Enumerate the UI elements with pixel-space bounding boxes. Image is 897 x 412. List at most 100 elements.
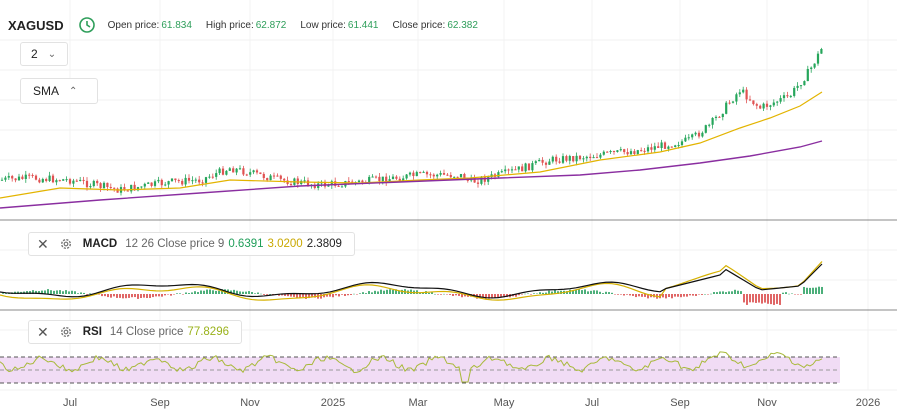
macd-bar (422, 292, 424, 294)
macd-bar (32, 290, 34, 294)
macd-bar (539, 292, 541, 294)
candle-body (259, 172, 262, 174)
candle-body (436, 174, 439, 177)
macd-bar (170, 294, 172, 296)
macd-bar (257, 292, 259, 294)
macd-bar (356, 294, 358, 295)
rsi-line (0, 351, 823, 383)
candle-body (524, 163, 527, 172)
macd-bar (296, 294, 298, 299)
sma-overlay-toggle[interactable]: SMA ⌃ (20, 78, 98, 104)
candle-body (143, 183, 146, 187)
macd-bar (767, 294, 769, 304)
macd-bar (731, 291, 733, 294)
macd-bar (371, 292, 373, 294)
candle-body (371, 176, 374, 178)
candle-body (17, 176, 21, 181)
candle-body (337, 185, 340, 187)
chevron-down-icon: ⌄ (47, 48, 57, 60)
candle-body (500, 171, 503, 173)
macd-bar (746, 294, 748, 305)
macd-bar (326, 294, 328, 297)
macd-bar (233, 289, 235, 294)
candle-body (527, 163, 531, 171)
symbol-name[interactable]: XAGUSD (8, 17, 64, 33)
candle-body (68, 179, 72, 184)
candle-body (796, 85, 799, 88)
macd-bar (140, 294, 142, 299)
candle-body (657, 146, 660, 149)
gear-icon[interactable] (59, 325, 73, 339)
candle-body (99, 183, 102, 189)
candle-body (680, 141, 684, 146)
candle-body (453, 176, 456, 178)
macd-bar (392, 289, 394, 294)
candle-body (701, 132, 704, 137)
macd-bar (122, 294, 124, 299)
macd-bar (497, 294, 499, 298)
candle-body (34, 175, 38, 180)
macd-bar (176, 293, 178, 294)
candle-body (402, 178, 405, 181)
macd-bar (5, 293, 7, 294)
candle-body (11, 176, 14, 179)
macd-bar (542, 292, 544, 294)
macd-bar (410, 289, 412, 294)
macd-bar (689, 294, 691, 296)
grid-lines (0, 0, 897, 391)
clock-icon[interactable] (78, 16, 96, 34)
macd-bar (458, 294, 460, 296)
candle-body (106, 182, 109, 188)
macd-bar (734, 289, 736, 294)
candle-body (289, 184, 293, 186)
macd-bar (74, 291, 76, 294)
candle-body (147, 182, 150, 184)
macd-bar (488, 294, 490, 299)
candle-body (725, 102, 728, 114)
candle-body (762, 103, 765, 109)
close-icon[interactable]: ✕ (37, 323, 49, 340)
macd-bar (728, 291, 730, 294)
macd-bar (620, 294, 622, 295)
macd-bar (158, 294, 160, 297)
macd-bar (137, 294, 139, 299)
close-price: Close price: 62.382 (393, 20, 478, 31)
candle-body (408, 172, 412, 175)
candle-body (160, 179, 163, 186)
macd-bar (218, 290, 220, 294)
candle-body (463, 173, 466, 180)
macd-bar (698, 294, 700, 295)
candle-body (385, 176, 388, 183)
x-axis-label: May (493, 397, 515, 409)
macd-bar (809, 287, 811, 294)
macd-bar (755, 294, 757, 303)
candle-body (150, 182, 153, 186)
macd-bar (242, 291, 244, 294)
macd-bar (515, 294, 517, 297)
close-icon[interactable]: ✕ (37, 235, 49, 252)
candle-body (75, 180, 78, 182)
gear-icon[interactable] (59, 237, 73, 251)
macd-bar (455, 294, 457, 296)
macd-bar (761, 294, 763, 304)
macd-line (0, 263, 823, 299)
candle-body (228, 168, 231, 171)
macd-bar (575, 289, 577, 294)
indicator-count-dropdown[interactable]: 2 ⌄ (20, 42, 68, 66)
candle-body (782, 95, 786, 99)
candle-body (347, 181, 350, 183)
candle-body (816, 53, 820, 64)
candle-body (48, 175, 51, 181)
macd-bar (662, 294, 664, 298)
x-axis-label: Jul (62, 397, 78, 409)
macd-bar (521, 294, 523, 295)
candle-body (38, 179, 41, 183)
candle-body (181, 180, 184, 185)
candle-body (177, 180, 180, 182)
macd-bar (779, 294, 781, 305)
x-axis-label: Nov (757, 397, 777, 409)
macd-bar (464, 294, 466, 297)
macd-bar (116, 294, 118, 298)
macd-bar (719, 291, 721, 294)
